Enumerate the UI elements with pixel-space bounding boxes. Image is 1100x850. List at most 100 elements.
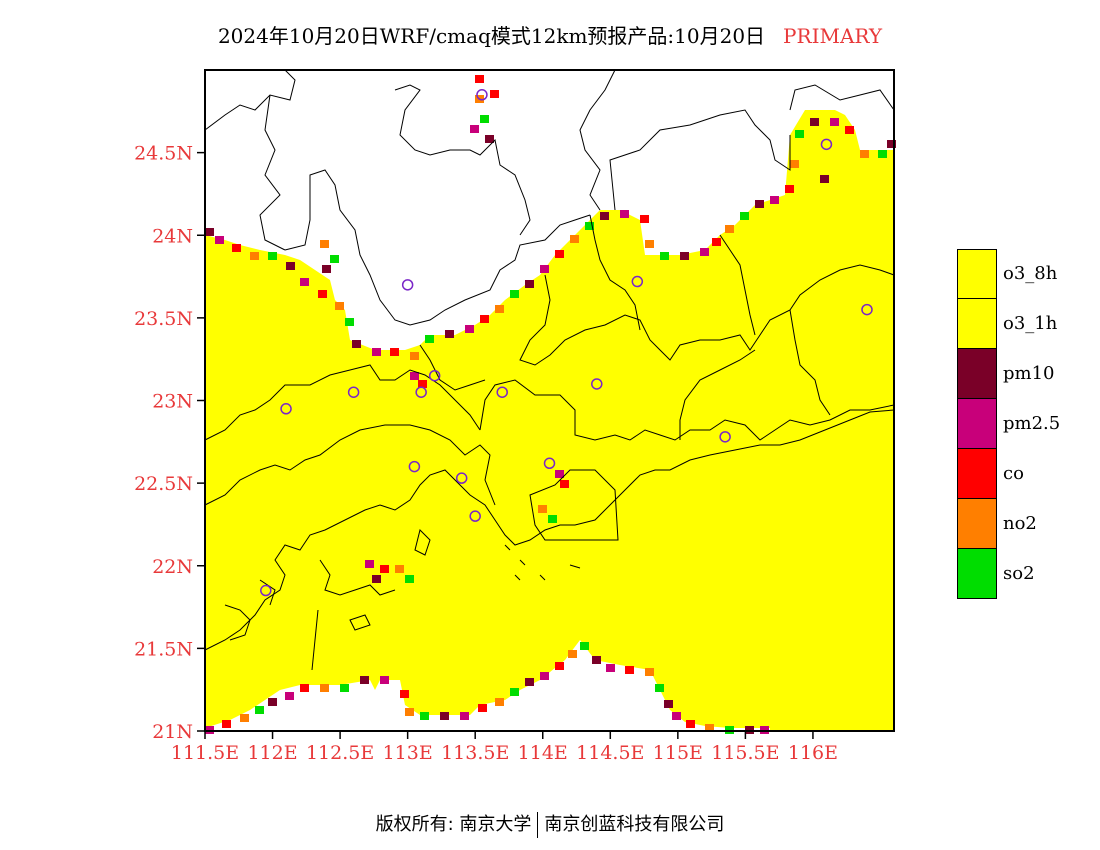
legend-swatch (957, 449, 997, 499)
northern-white-region (205, 70, 894, 350)
pollutant-cell (478, 704, 487, 712)
pollutant-cell (660, 252, 669, 260)
pollutant-cell (490, 90, 499, 98)
x-tick-label: 113.5E (441, 742, 509, 764)
pollutant-cell (525, 678, 534, 686)
pollutant-cell (830, 118, 839, 126)
footer-copyright: 版权所有: 南京大学 南京创蓝科技有限公司 (0, 810, 1100, 838)
pollutant-cell (664, 700, 673, 708)
inner-boundary (789, 309, 831, 416)
x-tick-label: 115E (653, 742, 703, 764)
pollutant-cell (606, 664, 615, 672)
pollutant-cell (405, 708, 414, 716)
pollutant-cell (440, 712, 449, 720)
legend-swatch (957, 249, 997, 299)
title-tag: PRIMARY (783, 24, 883, 48)
monitoring-station-marker (476, 89, 488, 101)
pollutant-cell (286, 262, 295, 270)
inner-boundary (479, 379, 895, 441)
pollutant-cell (465, 325, 474, 333)
pollutant-cell (755, 200, 764, 208)
sea-west-white (205, 640, 770, 731)
inner-boundary (589, 214, 641, 331)
pollutant-cell (705, 724, 714, 732)
pollutant-cell (445, 330, 454, 338)
monitoring-station-marker (469, 510, 481, 522)
monitoring-station-marker (415, 386, 427, 398)
coastline-boundaries (204, 69, 895, 671)
pollutant-cell (255, 706, 264, 714)
x-tick-label: 113E (383, 742, 433, 764)
pollutant-cell (655, 684, 664, 692)
pollutant-cell (365, 560, 374, 568)
monitoring-station-marker (280, 403, 292, 415)
pollutant-cell (860, 150, 869, 158)
pollutant-cell (480, 115, 489, 123)
pollutant-cell (285, 692, 294, 700)
pollutant-cell (345, 318, 354, 326)
legend-label: so2 (1003, 563, 1035, 584)
footer-separator (537, 812, 539, 838)
pollutant-cell (620, 210, 629, 218)
coastline-islands (349, 529, 581, 631)
pollutant-cell (680, 252, 689, 260)
pollutant-cell (790, 160, 799, 168)
pollutant-cell (470, 125, 479, 133)
x-tick-label: 111.5E (171, 742, 239, 764)
province-boundary (579, 69, 616, 211)
legend-swatch (957, 299, 997, 349)
hainan-shore (311, 609, 319, 671)
inner-boundary (204, 424, 496, 506)
monitoring-station-marker (719, 431, 731, 443)
pollutant-cell (540, 265, 549, 273)
pollutant-cell (878, 150, 887, 158)
pollutant-cell (395, 565, 404, 573)
pollutant-cell (700, 248, 709, 256)
pollutant-cell (335, 302, 344, 310)
legend-label: o3_1h (1003, 313, 1058, 334)
map-title: 2024年10月20日WRF/cmaq模式12km预报产品:10月20日 PRIM… (0, 20, 1100, 49)
monitoring-station-marker (455, 472, 468, 484)
monitoring-station-marker (496, 386, 508, 398)
pollutant-cell (820, 175, 829, 183)
pollutant-cell (418, 380, 427, 388)
legend-label: no2 (1003, 513, 1037, 534)
x-tick-label: 115.5E (711, 742, 779, 764)
legend-label: pm2.5 (1003, 413, 1061, 434)
pollutant-cell (887, 140, 896, 148)
pollutant-cell (405, 575, 414, 583)
x-tick-label: 112E (247, 742, 297, 764)
y-tick-label: 24N (152, 225, 193, 247)
pollutant-fill-layer (205, 70, 894, 731)
pollutant-cell (300, 278, 309, 286)
legend-item: no2 (957, 499, 1097, 549)
pollutant-cell (495, 698, 504, 706)
x-tick-label: 114E (518, 742, 568, 764)
title-text: 2024年10月20日WRF/cmaq模式12km预报产品:10月20日 (217, 24, 766, 48)
pollutant-cell (380, 565, 389, 573)
pollutant-cell (640, 215, 649, 223)
pollutant-cell (495, 305, 504, 313)
y-tick-label: 22.5N (134, 473, 193, 495)
pollutant-cell (390, 348, 399, 356)
pollutant-cell (352, 340, 361, 348)
pollutant-cell (570, 235, 579, 243)
boundary-square (529, 469, 619, 541)
pollutant-cell (300, 684, 309, 692)
monitoring-station-marker (861, 303, 873, 316)
pollutant-cell (425, 335, 434, 343)
pollutant-cell (420, 712, 429, 720)
y-axis: 24.5N 24N 23.5N 23N 22.5N 22N 21.5N 21N (134, 143, 205, 743)
pollutant-cell (330, 255, 339, 263)
y-tick-label: 21.5N (134, 638, 193, 660)
pollutant-cell (240, 714, 249, 722)
legend-item: so2 (957, 549, 1097, 599)
y-tick-label: 21N (152, 721, 193, 743)
pollutant-cell (250, 252, 259, 260)
legend-label: pm10 (1003, 363, 1055, 384)
pollutant-cell (510, 290, 519, 298)
pollutant-cell (322, 265, 331, 273)
inner-boundary (204, 364, 481, 441)
pollutant-cell (568, 650, 577, 658)
